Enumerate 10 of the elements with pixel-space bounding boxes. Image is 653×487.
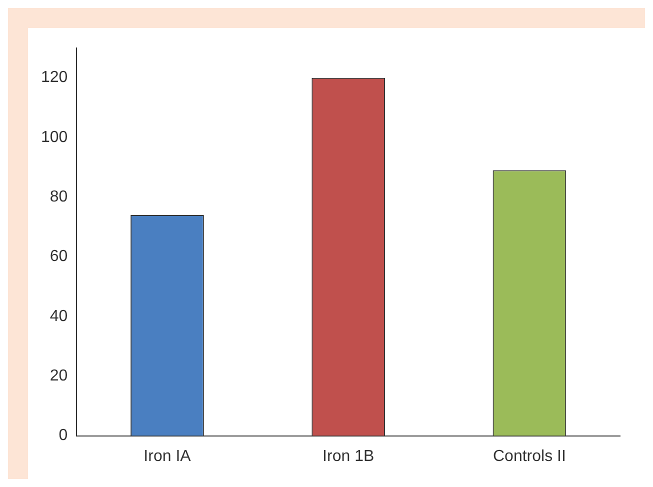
x-tick-label: Iron 1B (322, 448, 374, 465)
y-tick-label: 20 (50, 368, 68, 385)
x-tick-label: Iron IA (144, 448, 192, 465)
y-tick-label: 80 (50, 188, 68, 206)
y-tick-label: 60 (50, 248, 68, 266)
y-tick-label: 100 (40, 128, 68, 146)
y-tick-label: 0 (58, 427, 68, 444)
y-tick-label: 40 (50, 308, 68, 325)
x-tick-label: Controls II (492, 448, 566, 465)
y-tick-label: 120 (40, 69, 68, 86)
